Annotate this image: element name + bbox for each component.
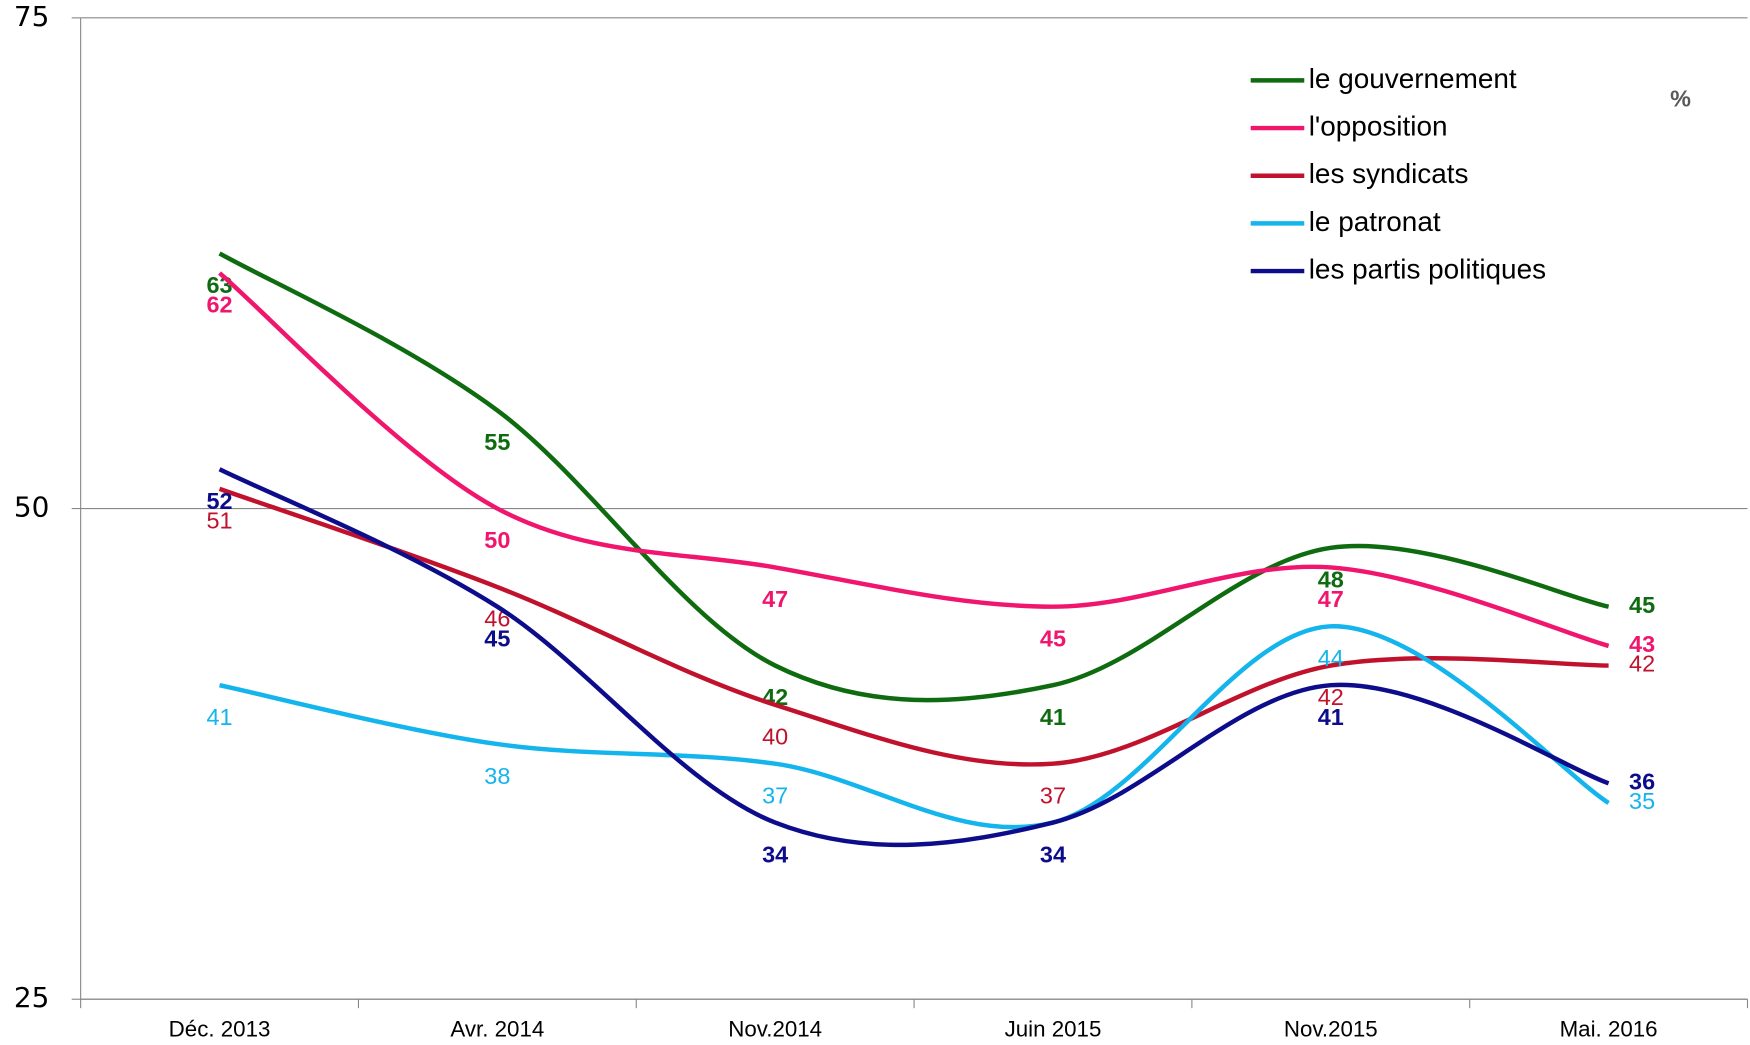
legend-label: l'opposition <box>1309 110 1448 141</box>
data-label: 44 <box>1318 645 1344 671</box>
data-label: 52 <box>207 488 233 514</box>
x-tick-label: Nov.2015 <box>1284 1016 1378 1041</box>
x-tick-label: Mai. 2016 <box>1560 1016 1658 1041</box>
x-tick-label: Déc. 2013 <box>169 1016 271 1041</box>
legend-label: le gouvernement <box>1309 63 1517 94</box>
series-line <box>218 467 1610 848</box>
series-line <box>218 271 1610 649</box>
data-label: 45 <box>1629 592 1655 618</box>
legend-label: les syndicats <box>1309 158 1469 189</box>
data-label: 41 <box>207 704 233 730</box>
data-label: 48 <box>1318 566 1344 592</box>
data-label: 37 <box>762 782 788 808</box>
data-label: 55 <box>484 429 510 455</box>
series-line <box>218 486 1609 767</box>
x-tick-label: Avr. 2014 <box>450 1016 544 1041</box>
data-label: 41 <box>1040 704 1066 730</box>
y-tick-label: 50 <box>14 491 50 524</box>
data-label: 47 <box>1318 586 1344 612</box>
series-line <box>218 251 1610 703</box>
data-label: 34 <box>1040 841 1066 867</box>
data-label: 37 <box>1040 782 1066 808</box>
series-line <box>219 624 1610 830</box>
data-label: 36 <box>1629 769 1655 795</box>
data-label: 41 <box>1318 704 1344 730</box>
data-label: 62 <box>207 292 233 318</box>
y-tick-label: 75 <box>14 0 50 33</box>
data-label: 42 <box>1318 684 1344 710</box>
data-label: 50 <box>484 527 510 553</box>
data-label: 38 <box>484 763 510 789</box>
data-label: 34 <box>762 841 788 867</box>
x-tick-label: Juin 2015 <box>1005 1016 1102 1041</box>
data-label: 45 <box>484 625 510 651</box>
legend-label: le patronat <box>1309 206 1441 237</box>
legend-label: les partis politiques <box>1309 253 1546 284</box>
data-label: 43 <box>1629 631 1655 657</box>
data-label: 35 <box>1629 788 1655 814</box>
data-label: 47 <box>762 586 788 612</box>
data-label: 45 <box>1040 625 1066 651</box>
x-tick-label: Nov.2014 <box>728 1016 822 1041</box>
data-label: 63 <box>207 272 233 298</box>
y-tick-label: 25 <box>14 981 50 1014</box>
data-label: 51 <box>207 508 233 534</box>
data-label: 40 <box>762 723 788 749</box>
unit-note: % <box>1670 86 1691 112</box>
data-label: 42 <box>1629 651 1655 677</box>
